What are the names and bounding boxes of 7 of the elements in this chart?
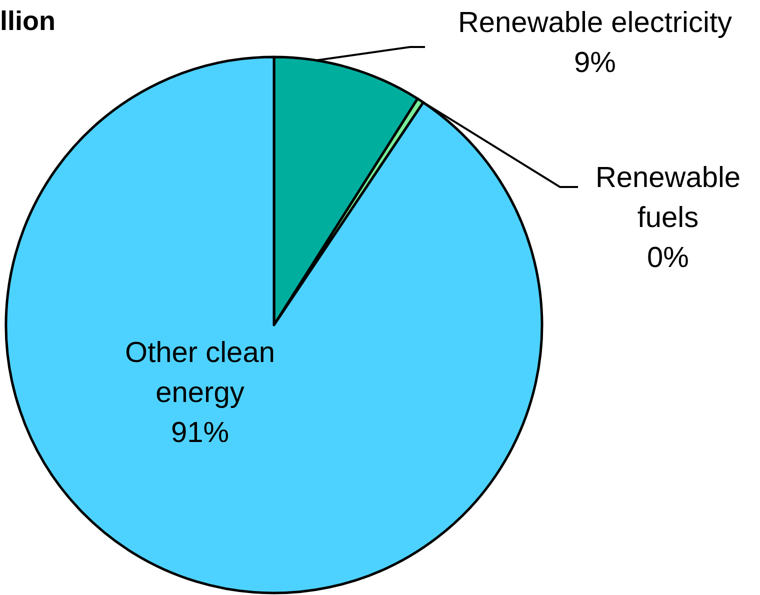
- data-label: 0%: [647, 242, 689, 274]
- data-label: 9%: [574, 47, 616, 79]
- slice-label: Renewable fuels: [595, 162, 741, 234]
- data-label: 91%: [170, 417, 230, 449]
- chart-title: llion: [0, 6, 56, 36]
- slice-label: Renewable electricity: [458, 7, 733, 39]
- slice-label: Other clean energy: [125, 337, 275, 409]
